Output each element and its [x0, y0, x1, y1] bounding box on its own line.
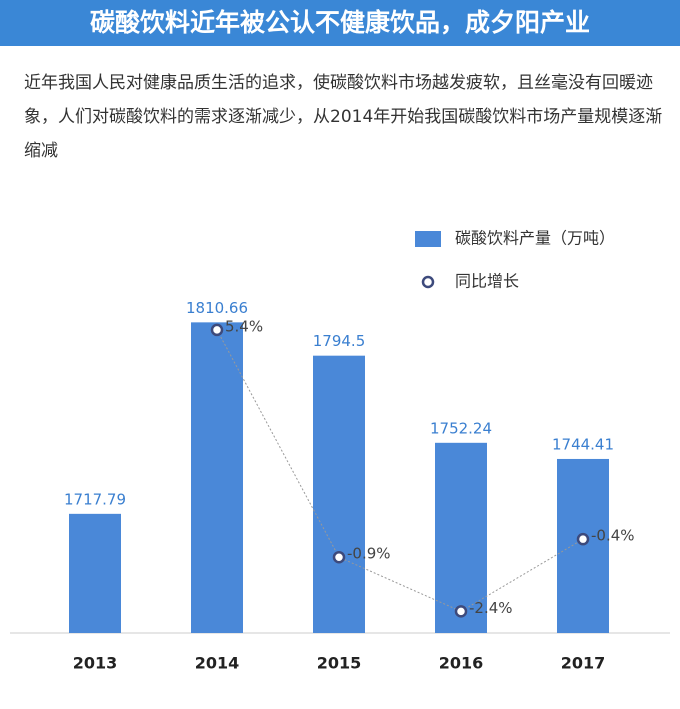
- growth-label: -0.9%: [347, 545, 391, 563]
- legend-label: 同比增长: [455, 272, 519, 291]
- growth-point: [454, 605, 468, 618]
- bar: [435, 442, 487, 633]
- x-tick-label: 2017: [561, 654, 606, 673]
- bar: [313, 355, 365, 633]
- legend-swatch: [415, 231, 441, 247]
- growth-point: [332, 550, 346, 564]
- x-tick-label: 2016: [439, 654, 484, 673]
- bar-label: 1794.5: [313, 332, 366, 350]
- bar: [69, 513, 121, 633]
- x-tick-label: 2013: [73, 654, 118, 673]
- bar-label: 1717.79: [64, 490, 126, 508]
- growth-label: -2.4%: [469, 599, 513, 617]
- x-tick-label: 2015: [317, 654, 362, 673]
- x-tick-label: 2014: [195, 654, 240, 673]
- title: 碳酸饮料近年被公认不健康饮品，成夕阳产业: [0, 0, 680, 46]
- bar: [191, 322, 243, 633]
- legend-label: 碳酸饮料产量（万吨）: [455, 229, 615, 248]
- bar-label: 1752.24: [430, 419, 492, 437]
- growth-label: 5.4%: [225, 317, 263, 335]
- legend-swatch: [421, 275, 435, 289]
- growth-line: [216, 329, 584, 612]
- growth-point: [576, 532, 590, 546]
- description: 近年我国人民对健康品质生活的追求，使碳酸饮料市场越发疲软，且丝毫没有回暖迹象，人…: [24, 73, 663, 161]
- growth-point: [210, 323, 224, 337]
- bar-label: 1744.41: [552, 435, 614, 453]
- bar-label: 1810.66: [186, 299, 248, 317]
- growth-label: -0.4%: [591, 527, 635, 545]
- bar: [557, 458, 609, 633]
